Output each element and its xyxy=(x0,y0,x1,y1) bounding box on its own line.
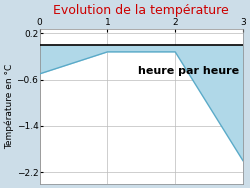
Title: Evolution de la température: Evolution de la température xyxy=(54,4,229,17)
Y-axis label: Température en °C: Température en °C xyxy=(4,64,14,149)
Text: heure par heure: heure par heure xyxy=(138,66,239,76)
